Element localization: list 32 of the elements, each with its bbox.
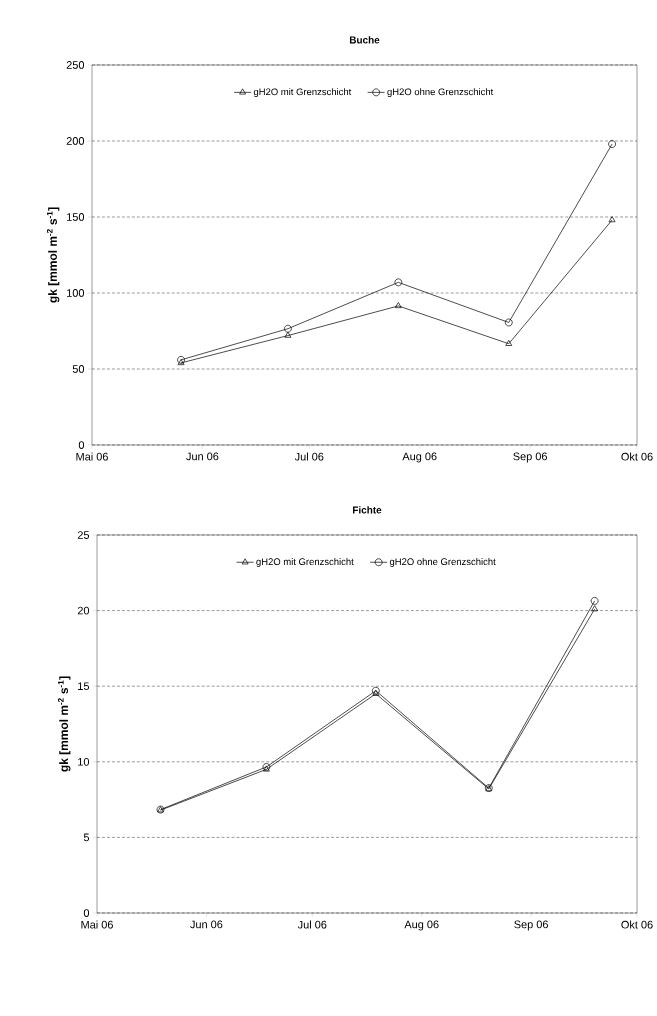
y-tick-label: 25 — [77, 531, 90, 539]
x-tick-label: Mai 06 — [76, 452, 108, 461]
y-axis-title: gk [mmol m$^{-2}$ s$^{-1}$] — [58, 676, 71, 772]
legend-label: gH2O mit Grenzschicht — [256, 558, 354, 567]
x-tick-label: Jun 06 — [186, 452, 219, 461]
y-tick-label: 100 — [67, 289, 85, 297]
y-axis-title: gk [mmol m$^{-2}$ s$^{-1}$] — [46, 207, 60, 303]
y-tick-label: 50 — [72, 365, 85, 373]
y-tick-label: 5 — [83, 833, 90, 842]
y-tick-label: 0 — [83, 909, 90, 917]
x-tick-label: Mai 06 — [81, 920, 113, 929]
x-tick-label: Jul 06 — [297, 920, 327, 929]
y-tick-label: 15 — [78, 682, 90, 691]
x-tick-label: Jun 06 — [190, 920, 223, 929]
x-tick-label: Okt 06 — [621, 452, 653, 461]
y-tick-label: 200 — [66, 137, 85, 145]
chart-title: Buche — [349, 36, 380, 44]
x-tick-label: Jul 06 — [294, 452, 324, 461]
x-tick-label: Sep 06 — [513, 452, 548, 463]
y-tick-label: 250 — [66, 61, 85, 69]
x-tick-label: Sep 06 — [514, 920, 548, 931]
y-tick-label: 10 — [78, 757, 90, 766]
x-tick-label: Okt 06 — [621, 920, 653, 929]
chart-title: Fichte — [353, 506, 382, 514]
legend-label: gH2O ohne Grenzschicht — [389, 558, 496, 567]
x-tick-label: Aug 06 — [402, 452, 437, 463]
legend-label: gH2O ohne Grenzschicht — [387, 88, 494, 97]
y-tick-label: 150 — [67, 213, 85, 221]
x-tick-label: Aug 06 — [404, 920, 439, 931]
y-tick-label: 0 — [78, 441, 85, 449]
legend-label: gH2O mit Grenzschicht — [253, 88, 352, 97]
y-tick-label: 20 — [77, 606, 90, 615]
